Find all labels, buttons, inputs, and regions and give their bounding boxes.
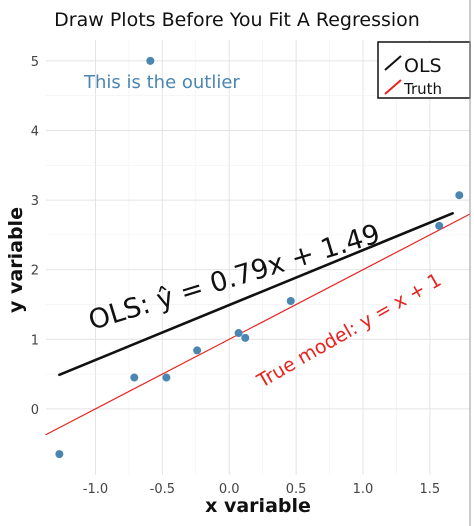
x-tick-label: 1.0 (353, 482, 374, 497)
x-axis-label: x variable (205, 495, 311, 517)
x-tick-labels: -1.0 -0.5 0.0 0.5 1.0 1.5 (83, 482, 440, 497)
x-tick-label: 1.5 (420, 482, 441, 497)
legend-truth-key (384, 79, 402, 95)
y-tick-label: 1 (31, 333, 39, 348)
data-point (455, 191, 464, 200)
chart-title: Draw Plots Before You Fit A Regression (54, 9, 420, 31)
y-tick-labels: 0 1 2 3 4 5 (31, 55, 39, 418)
data-point (162, 373, 171, 382)
data-point (193, 346, 202, 355)
ols-line (58, 212, 454, 377)
truth-line (45, 213, 471, 436)
ols-equation-annotation: OLS: ŷ = 0.79x + 1.49 (85, 218, 384, 336)
y-tick-label: 2 (31, 264, 39, 279)
regression-lines (45, 212, 471, 436)
y-axis-label: y variable (5, 207, 27, 313)
x-tick-label: 0.5 (286, 482, 307, 497)
data-point (146, 56, 155, 65)
data-point (435, 221, 444, 230)
data-point (241, 333, 250, 342)
outlier-annotation: This is the outlier (83, 72, 240, 93)
legend-ols-label: OLS (404, 55, 442, 77)
data-points (55, 56, 464, 459)
y-tick-label: 0 (31, 403, 39, 418)
y-tick-label: 5 (31, 55, 39, 70)
data-point (286, 297, 295, 305)
legend-ols-key (384, 55, 402, 71)
data-point (55, 450, 64, 459)
x-tick-label: -1.0 (83, 482, 108, 497)
legend-truth-label: Truth (403, 80, 442, 98)
data-point (234, 329, 243, 338)
x-tick-label: 0.0 (219, 482, 240, 497)
y-tick-label: 4 (31, 124, 39, 139)
data-point (130, 373, 139, 382)
y-tick-label: 3 (31, 194, 39, 209)
legend: OLS Truth (377, 41, 471, 99)
x-tick-label: -0.5 (150, 482, 175, 497)
legend-box (377, 41, 471, 99)
